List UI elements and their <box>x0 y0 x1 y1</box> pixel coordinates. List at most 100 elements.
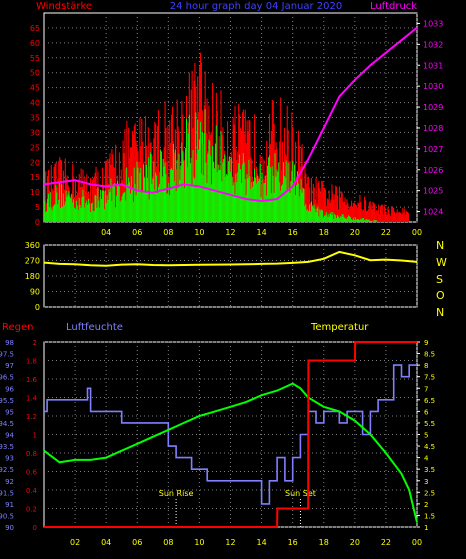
wind-y-tick-label: 50 <box>30 69 40 78</box>
wind-y-tick-label: 35 <box>30 114 40 123</box>
wind-pressure-panel: 0 5 10 15 20 25 30 35 40 45 50 55 60 65 1024 1025 1026 10… <box>30 12 443 237</box>
direction-y-tick-label: 90 <box>30 288 40 297</box>
temperature-y-tick-label: 3 <box>424 478 428 486</box>
rain-humidity-temperature-panel: 00.20.40.60.811.21.41.61.829090.59191.59… <box>0 339 435 547</box>
wind-y-tick-label: 45 <box>30 84 40 93</box>
humidity-y-tick-label: 93 <box>5 455 14 463</box>
chart-title: 24 hour graph day 04 Januar 2020 <box>170 1 343 12</box>
humidity-y-tick-label: 92 <box>5 478 14 486</box>
temperature-y-tick-label: 5.5 <box>424 420 435 428</box>
humidity-y-tick-label: 91 <box>5 501 14 509</box>
humidity-y-tick-label: 97 <box>5 362 14 370</box>
rain-y-tick-label: 1.4 <box>26 395 38 403</box>
wind-x-tick-label: 04 <box>101 228 111 237</box>
direction-letter-n-bottom: N <box>436 306 444 319</box>
wind-y-tick-label: 25 <box>30 143 40 152</box>
temperature-y-tick-label: 2 <box>424 501 428 509</box>
wind-x-tick-label: 22 <box>381 228 391 237</box>
temperature-y-tick-label: 9 <box>424 339 428 347</box>
rain-y-tick-label: 1.6 <box>26 376 38 384</box>
wind-x-tick-label: 20 <box>350 228 360 237</box>
humidity-line <box>44 364 417 505</box>
wind-direction-line <box>43 250 418 267</box>
humidity-y-tick-label: 95 <box>5 408 14 416</box>
wind-x-tick-label: 10 <box>194 228 204 237</box>
wind-y-tick-label: 55 <box>30 54 40 63</box>
wind-x-tick-label: 16 <box>288 228 298 237</box>
wind-y-tick-label: 20 <box>30 158 40 167</box>
lower-x-tick-label: 10 <box>194 538 204 547</box>
lower-x-tick-label: 18 <box>319 538 329 547</box>
lower-x-tick-label: 08 <box>163 538 173 547</box>
rain-y-tick-label: 0.4 <box>26 487 38 495</box>
lower-x-tick-label: 04 <box>101 538 111 547</box>
humidity-y-tick-label: 94 <box>5 432 14 440</box>
pressure-y-tick-label: 1033 <box>423 19 443 28</box>
humidity-y-tick-label: 95.5 <box>0 397 14 405</box>
pressure-line <box>43 26 418 203</box>
temperature-y-tick-label: 7 <box>424 385 428 393</box>
wind-direction-panel: 0 90 180 270 360 <box>25 241 418 312</box>
wind-y-tick-label: 40 <box>30 99 40 108</box>
temperature-y-tick-label: 4.5 <box>424 443 435 451</box>
rain-y-tick-label: 0 <box>33 524 37 532</box>
direction-y-tick-label: 0 <box>35 303 40 312</box>
lower-x-tick-label: 06 <box>132 538 142 547</box>
wind-y-tick-label: 60 <box>30 39 40 48</box>
sun-event-label: Sun Rise <box>159 489 194 498</box>
pressure-y-tick-label: 1028 <box>423 124 443 133</box>
pressure-y-tick-label: 1031 <box>423 61 443 70</box>
rain-y-tick-label: 0.2 <box>26 506 37 514</box>
lower-x-tick-label: 12 <box>225 538 235 547</box>
temperature-y-tick-label: 1.5 <box>424 512 435 520</box>
temperature-y-tick-label: 7.5 <box>424 374 435 382</box>
pressure-y-tick-label: 1024 <box>423 208 443 217</box>
wind-x-tick-label: 00 <box>412 228 422 237</box>
humidity-y-tick-label: 96 <box>5 385 14 393</box>
temperature-y-tick-label: 8 <box>424 362 428 370</box>
temperature-y-tick-label: 4 <box>424 455 429 463</box>
direction-letter-s: S <box>436 273 443 286</box>
humidity-y-tick-label: 97.5 <box>0 351 14 359</box>
pressure-y-tick-label: 1026 <box>423 166 443 175</box>
lower-x-tick-label: 14 <box>256 538 266 547</box>
sun-event-label: Sun Set <box>285 489 316 498</box>
direction-letter-w: W <box>436 256 447 269</box>
lower-x-tick-label: 22 <box>381 538 391 547</box>
direction-y-tick-label: 270 <box>25 257 40 266</box>
humidity-y-tick-label: 91.5 <box>0 489 14 497</box>
temperature-line <box>43 382 418 523</box>
wind-y-tick-label: 30 <box>30 128 40 137</box>
pressure-y-tick-label: 1027 <box>423 145 443 154</box>
lower-x-tick-label: 00 <box>412 538 422 547</box>
wind-x-tick-label: 08 <box>163 228 173 237</box>
humidity-title: Luftfeuchte <box>66 322 123 333</box>
humidity-y-tick-label: 90 <box>5 524 14 532</box>
rain-y-tick-label: 1.8 <box>26 358 37 366</box>
rain-y-tick-label: 0.8 <box>26 450 37 458</box>
lower-x-tick-label: 16 <box>288 538 298 547</box>
direction-letters: N W S O N <box>436 239 447 319</box>
temperature-y-tick-label: 6 <box>424 408 429 416</box>
humidity-y-tick-label: 90.5 <box>0 512 14 520</box>
rain-title: Regen <box>2 322 34 333</box>
wind-y-tick-label: 15 <box>30 173 40 182</box>
wind-y-tick-label: 5 <box>35 203 40 212</box>
direction-y-tick-label: 180 <box>25 272 40 281</box>
pressure-title: Luftdruck <box>370 1 417 12</box>
pressure-y-tick-label: 1025 <box>423 187 443 196</box>
pressure-y-tick-label: 1032 <box>423 40 443 49</box>
temperature-y-tick-label: 5 <box>424 432 428 440</box>
wind-y-tick-label: 65 <box>30 24 40 33</box>
humidity-y-tick-label: 94.5 <box>0 420 14 428</box>
rain-line <box>44 341 417 528</box>
rain-y-tick-label: 2 <box>33 339 37 347</box>
rain-y-tick-label: 1 <box>33 432 37 440</box>
lower-x-tick-label: 02 <box>70 538 80 547</box>
direction-y-tick-label: 360 <box>25 241 40 250</box>
pressure-y-tick-label: 1029 <box>423 103 443 112</box>
pressure-y-tick-label: 1030 <box>423 82 443 91</box>
wind-y-tick-label: 0 <box>35 218 40 227</box>
